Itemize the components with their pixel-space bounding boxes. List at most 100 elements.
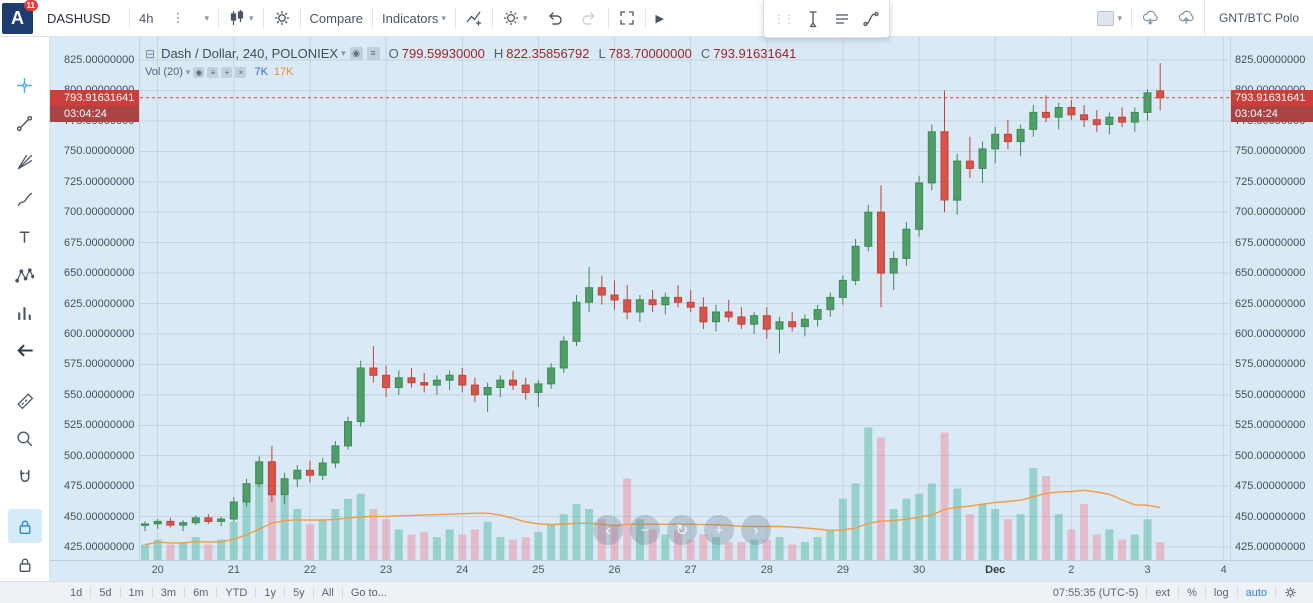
range-button-3m[interactable]: 3m [160, 586, 177, 599]
sidebar-tool-hide-panel[interactable] [8, 334, 42, 368]
brightness-icon [503, 11, 518, 25]
legend-visibility-button[interactable]: ◉ [349, 47, 363, 60]
scroll-left-button[interactable]: ‹ [593, 515, 623, 545]
legend-menu-button[interactable]: ≡ [366, 47, 380, 60]
drag-handle[interactable]: ⋮⋮ [773, 11, 795, 26]
layout-button[interactable]: ▾ [1088, 0, 1131, 36]
collapse-legend-icon[interactable]: ⊟ [145, 46, 156, 61]
zoom-in-button[interactable]: + [704, 515, 734, 545]
symbol-input[interactable]: DASHUSD [47, 10, 111, 26]
clock[interactable]: 07:55:35 (UTC-5) [1052, 586, 1139, 599]
sidebar-tool-text[interactable] [8, 220, 42, 254]
padlock-icon [19, 558, 31, 572]
chevron-down-icon[interactable]: ▾ [341, 48, 346, 58]
percent-scale-toggle[interactable]: % [1187, 586, 1197, 599]
indicators-button[interactable]: Indicators ▾ [373, 0, 455, 36]
chart-style-button[interactable]: ▾ [219, 0, 263, 36]
price-label: 475.00000000 [64, 480, 135, 493]
sidebar-tool-lock-all[interactable] [8, 547, 42, 581]
time-label: 24 [456, 564, 469, 576]
sidebar-tool-xabcd-pattern[interactable] [8, 258, 42, 292]
undo-button[interactable] [536, 0, 572, 36]
range-button-6m[interactable]: 6m [193, 586, 209, 599]
sidebar-tool-crosshair[interactable] [8, 69, 42, 103]
add-chart-button[interactable] [456, 0, 492, 36]
sidebar-tool-lock-drawings[interactable] [7, 509, 42, 544]
bottom-toolbar: 1d 5d 1m 3m 6m YTD 1y 5y All Go to... 07:55:35 (… [0, 581, 1313, 603]
time-axis[interactable]: 20 21 22 23 24 25 26 27 28 29 30 Dec 2 3 4 [50, 560, 1313, 581]
chart-nav-cluster: ‹ − ↻ + › [593, 515, 771, 545]
time-label: 29 [836, 564, 850, 576]
theme-button[interactable]: ▾ [493, 0, 537, 36]
align-lines-icon[interactable] [833, 10, 851, 28]
time-label: 28 [760, 564, 773, 576]
save-layout-button[interactable] [1168, 0, 1204, 36]
redo-button[interactable] [572, 0, 608, 36]
magnet-icon [20, 470, 30, 482]
logo-letter: A [11, 7, 24, 28]
log-scale-toggle[interactable]: log [1213, 586, 1229, 599]
sidebar-tool-gann-fib[interactable] [8, 145, 42, 179]
gear-icon [274, 11, 289, 25]
play-icon: ▶ [655, 12, 664, 25]
scale-settings-button[interactable] [1276, 586, 1305, 599]
curve-tool-icon[interactable] [862, 10, 880, 28]
chevron-down-icon[interactable]: ▾ [185, 66, 191, 77]
cloud-upload-icon [1178, 10, 1194, 24]
goto-button[interactable]: Go to... [350, 586, 387, 599]
lock-icon [19, 520, 31, 534]
volume-close-button[interactable]: × [235, 66, 247, 78]
price-label: 750.00000000 [1235, 145, 1306, 158]
interval-dropdown-button[interactable]: ▾ [192, 0, 218, 36]
range-button-5d[interactable]: 5d [99, 586, 112, 599]
sidebar-tool-trendline[interactable] [8, 107, 42, 141]
load-layout-button[interactable] [1132, 0, 1168, 36]
range-button-ytd[interactable]: YTD [225, 586, 248, 599]
ruler-pin-icon[interactable] [804, 10, 822, 28]
price-label: 600.00000000 [64, 327, 135, 340]
price-label: 825.00000000 [1235, 54, 1306, 66]
scroll-right-button[interactable]: › [741, 515, 771, 545]
account-symbol-button[interactable]: GNT/BTC Polo [1203, 0, 1313, 36]
volume-add-button[interactable]: + [221, 66, 233, 78]
range-button-1m[interactable]: 1m [128, 586, 144, 599]
crosshair-icon [17, 78, 32, 94]
play-button[interactable]: ▶ [646, 0, 672, 36]
volume-settings-button[interactable]: ≡ [207, 66, 219, 78]
price-label: 575.00000000 [64, 358, 135, 371]
range-button-all[interactable]: All [321, 586, 334, 599]
sidebar-tool-brush[interactable] [8, 183, 42, 217]
reset-chart-button[interactable]: ↻ [667, 515, 697, 545]
gann-fan-icon [17, 154, 33, 170]
app-logo[interactable]: A 11 [2, 0, 38, 34]
price-label: 450.00000000 [1235, 510, 1306, 523]
magnifier-icon [17, 431, 33, 447]
time-label: 4 [1220, 564, 1227, 576]
candlestick-plot[interactable] [50, 37, 1313, 581]
price-label: 825.00000000 [64, 54, 135, 66]
fullscreen-button[interactable] [609, 0, 645, 36]
range-button-1d[interactable]: 1d [70, 586, 83, 599]
range-button-5y[interactable]: 5y [292, 586, 305, 599]
sidebar-tool-prediction[interactable] [8, 296, 42, 330]
chart-properties-button[interactable] [264, 0, 300, 36]
price-axis-right[interactable]: 793.91631641 03:04:24 825.00000000800.00… [1230, 37, 1313, 560]
volume-visibility-button[interactable]: ◉ [193, 66, 205, 78]
range-button-1y[interactable]: 1y [264, 586, 276, 599]
auto-scale-toggle[interactable]: auto [1245, 586, 1267, 599]
price-label: 675.00000000 [1235, 236, 1306, 249]
compare-button[interactable]: Compare [309, 10, 363, 26]
sidebar-tool-measure[interactable] [8, 384, 42, 418]
interval-button[interactable]: 4h [139, 10, 154, 26]
time-label: 25 [532, 564, 545, 576]
sidebar-tool-zoom[interactable] [8, 422, 42, 456]
chart-area[interactable]: 793.91631641 03:04:24 825.00000000800.00… [50, 37, 1313, 581]
session-ext-toggle[interactable]: ext [1155, 586, 1171, 599]
price-axis-left[interactable]: 793.91631641 03:04:24 825.00000000800.00… [50, 37, 140, 560]
add-chart-icon [466, 11, 481, 26]
interval-menu-button[interactable]: ⋮ [162, 0, 192, 36]
zoom-out-button[interactable]: − [630, 515, 660, 545]
sidebar-tool-magnet[interactable] [8, 459, 42, 493]
chevron-down-icon: ▾ [522, 12, 528, 23]
time-label: Dec [985, 564, 1006, 576]
